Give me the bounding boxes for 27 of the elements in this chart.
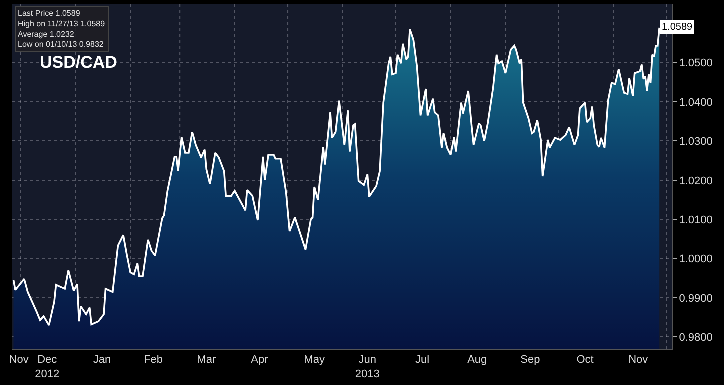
x-tick-label: Nov [9, 354, 30, 366]
x-tick-label: Aug [468, 354, 488, 366]
y-tick-label: 1.0500 [679, 58, 713, 70]
x-tick-label: Jul [415, 354, 430, 366]
x-tick-label: May [304, 354, 326, 366]
x-tick-label: Jun 2013 [355, 354, 380, 380]
x-tick-label: Oct [576, 354, 594, 366]
annotation: 1.0589 [662, 22, 694, 33]
text: USD/CAD [40, 53, 118, 72]
y-tick-label: 1.0000 [679, 254, 713, 266]
annotation: High on 11/27/13 1.0589 [18, 19, 106, 28]
y-tick-label: 1.0300 [679, 136, 713, 148]
y-tick-label: 0.9900 [679, 292, 713, 305]
y-tick-label: 1.0200 [679, 175, 713, 188]
x-tick-label: Nov [628, 354, 649, 366]
annotation: Low on 01/10/13 0.9832 [18, 40, 104, 50]
x-tick-label: Mar [197, 354, 216, 366]
x-tick-label: Jan [93, 354, 112, 366]
y-tick-label: 1.0100 [679, 214, 713, 226]
annotation: Last Price 1.0589 [18, 9, 81, 18]
x-tick-label: Dec 2012 [35, 354, 60, 380]
x-tick-label: Feb [144, 354, 164, 366]
y-tick-label: 0.9800 [679, 332, 713, 344]
y-tick-label: 1.0400 [679, 96, 713, 109]
x-tick-label: Apr [251, 354, 269, 366]
x-tick-label: Sep [520, 354, 540, 366]
annotation: Average 1.0232 [18, 30, 75, 39]
